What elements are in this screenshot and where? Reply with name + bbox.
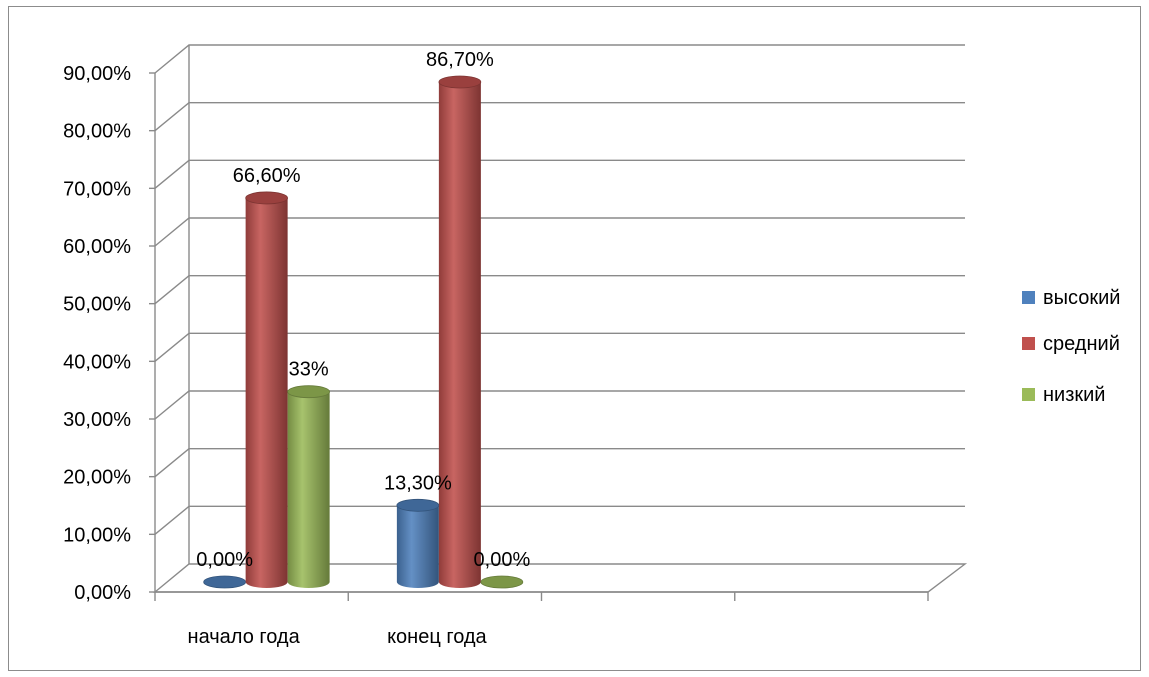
legend-item: высокий: [1022, 287, 1120, 309]
y-tick-label: 70,00%: [63, 178, 131, 200]
legend-label: высокий: [1043, 287, 1120, 309]
bar: [203, 575, 247, 589]
legend-swatch: [1022, 337, 1035, 350]
legend-label: низкий: [1043, 384, 1105, 406]
legend: высокий средний низкий: [1022, 287, 1120, 406]
x-tick-label: конец года: [387, 626, 487, 648]
legend-swatch: [1022, 291, 1035, 304]
legend-item: средний: [1022, 333, 1120, 355]
y-tick-label: 60,00%: [63, 236, 131, 258]
bar: [396, 498, 440, 588]
y-tick-label: 50,00%: [63, 294, 131, 316]
data-labels: 0,00% 13,30% 66,60% 86,70% 33% 0,00%: [196, 49, 530, 571]
bar: [245, 191, 289, 588]
data-label: 66,60%: [233, 165, 301, 187]
legend-label: средний: [1043, 333, 1120, 355]
bar: [480, 575, 524, 589]
gridline: [154, 101, 965, 132]
x-tick-label: начало года: [188, 626, 301, 648]
bar: [438, 75, 482, 588]
legend-item: низкий: [1022, 384, 1105, 406]
y-tick-label: 10,00%: [63, 524, 131, 546]
y-tick-label: 80,00%: [63, 121, 131, 143]
data-label: 86,70%: [426, 49, 494, 71]
y-tick-label: 20,00%: [63, 467, 131, 489]
y-tick-label: 40,00%: [63, 351, 131, 373]
y-tick-label: 30,00%: [63, 409, 131, 431]
data-label: 0,00%: [196, 549, 253, 571]
bars: [203, 75, 524, 589]
legend-swatch: [1022, 388, 1035, 401]
bar: [287, 385, 331, 588]
y-tick-label: 90,00%: [63, 63, 131, 85]
data-label: 33%: [289, 359, 329, 381]
gridline: [154, 44, 965, 74]
y-tick-label: 0,00%: [74, 582, 131, 604]
axes: 0,00% 10,00% 20,00% 30,00% 40,00% 50,00% 60,00…: [63, 45, 929, 648]
data-label: 13,30%: [384, 472, 452, 494]
data-label: 0,00%: [474, 549, 531, 571]
chart-frame: [8, 6, 1141, 671]
